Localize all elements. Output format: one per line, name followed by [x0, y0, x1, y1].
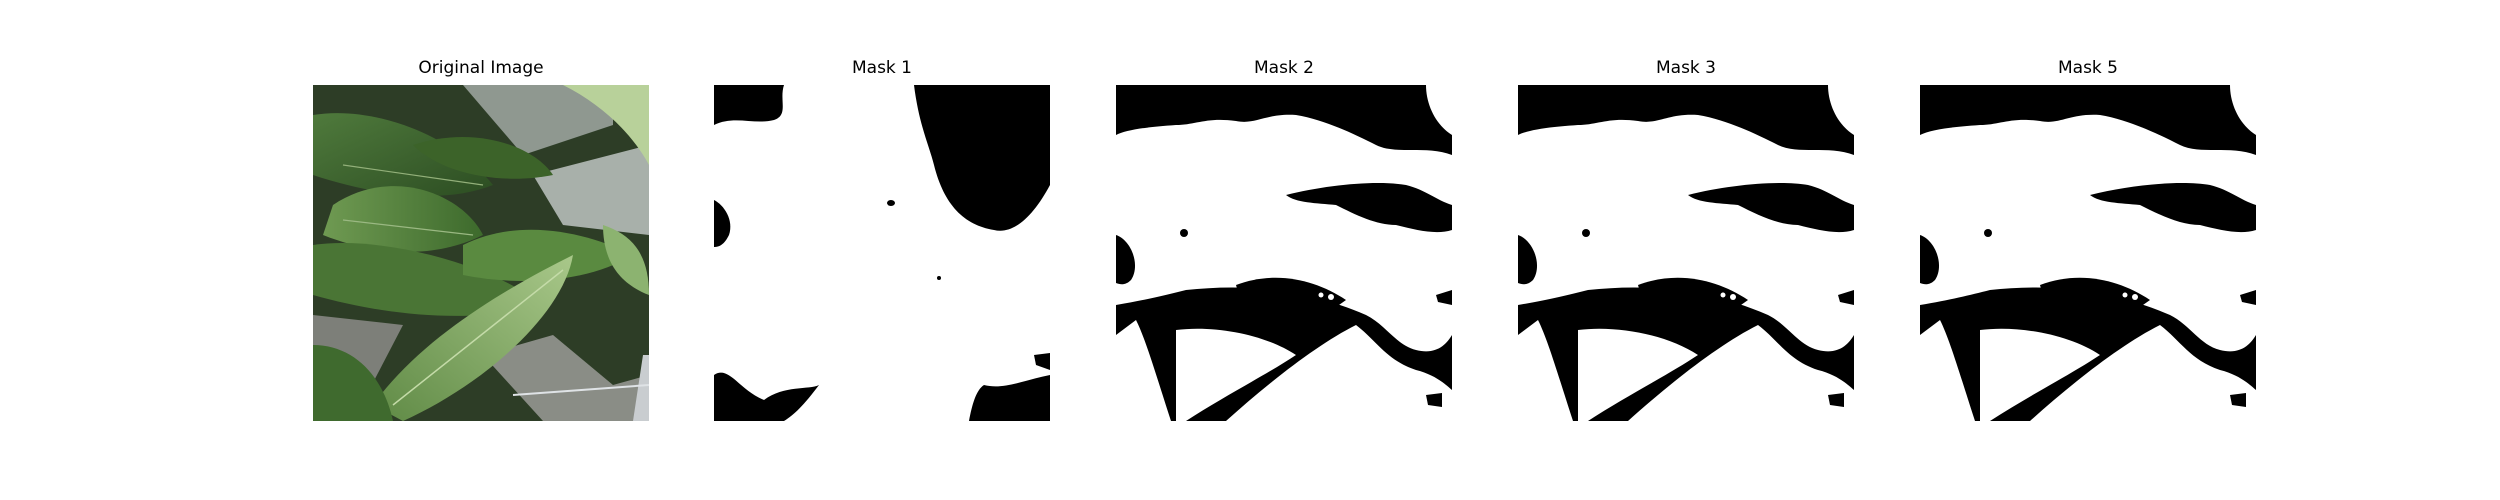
panel-title-mask-3: Mask 3: [1655, 58, 1716, 78]
panel-title-original-image: Original Image: [418, 58, 544, 78]
mask-2-image: [1116, 85, 1452, 421]
panel-title-mask-1: Mask 1: [851, 58, 912, 78]
original-image: [313, 85, 649, 421]
mask-3-image: [1518, 85, 1854, 421]
mask-5-image: [1920, 85, 2256, 421]
panel-title-mask-2: Mask 2: [1253, 58, 1314, 78]
mask-1-image: [714, 85, 1050, 421]
panel-title-mask-5: Mask 5: [2057, 58, 2118, 78]
